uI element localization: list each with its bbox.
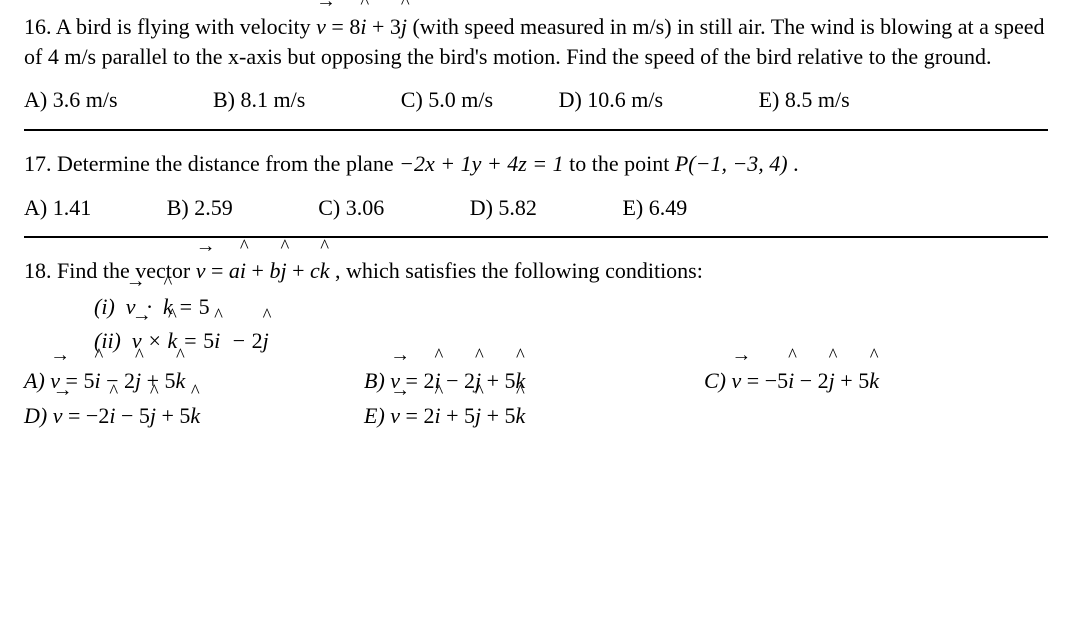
q16-choice-c: C) 5.0 m/s	[401, 85, 493, 115]
question-18: 18. Find the vector →v = a^i + b^j + c^k…	[24, 256, 1048, 430]
q16-choices: A) 3.6 m/s B) 8.1 m/s C) 5.0 m/s D) 10.6…	[24, 85, 1048, 115]
separator-1	[24, 129, 1048, 131]
q18-text-suffix: , which satisfies the following conditio…	[335, 258, 703, 283]
q16-number: 16.	[24, 14, 52, 39]
question-17: 17. Determine the distance from the plan…	[24, 149, 1048, 222]
q17-prompt: 17. Determine the distance from the plan…	[24, 149, 1048, 179]
q16-text-prefix: A bird is flying with velocity	[56, 14, 316, 39]
q16-prompt: 16. A bird is flying with velocity →v = …	[24, 12, 1048, 71]
q17-plane-eq: −2x + 1y + 4z = 1	[399, 151, 569, 176]
q17-point: P(−1, −3, 4)	[675, 151, 788, 176]
q18-number: 18.	[24, 258, 52, 283]
question-16: 16. A bird is flying with velocity →v = …	[24, 12, 1048, 115]
q16-choice-d: D) 10.6 m/s	[559, 85, 664, 115]
q18-conditions: (i) →v · ^k = 5 (ii) →v × ^k = 5^i − 2^j	[94, 292, 1048, 355]
q16-vec-equation: = 8^i + 3^j	[331, 14, 412, 39]
q17-number: 17.	[24, 151, 52, 176]
q18-choice-c: C) →v = −5^i − 2^j + 5^k	[704, 366, 1044, 396]
q17-choices: A) 1.41 B) 2.59 C) 3.06 D) 5.82 E) 6.49	[24, 193, 1048, 223]
q17-text-suffix: .	[793, 151, 799, 176]
q18-cond-i: (i) →v · ^k = 5	[94, 292, 1048, 322]
q18-choice-d: D) →v = −2^i − 5^j + 5^k	[24, 401, 364, 431]
q16-choice-a: A) 3.6 m/s	[24, 85, 118, 115]
q18-choice-b: B) →v = 2^i − 2^j + 5^k	[364, 366, 704, 396]
page: 16. A bird is flying with velocity →v = …	[0, 0, 1072, 461]
q18-choice-e: E) →v = 2^i + 5^j + 5^k	[364, 401, 704, 431]
q17-choice-b: B) 2.59	[167, 193, 233, 223]
vector-v-symbol-2: →v	[196, 256, 206, 286]
q17-choice-a: A) 1.41	[24, 193, 91, 223]
separator-2	[24, 236, 1048, 238]
q16-choice-e: E) 8.5 m/s	[759, 85, 850, 115]
q18-choices: A) →v = 5^i − 2^j + 5^k B) →v = 2^i − 2^…	[24, 366, 1048, 431]
q18-cond-ii: (ii) →v × ^k = 5^i − 2^j	[94, 326, 1048, 356]
q17-text-mid: to the point	[569, 151, 675, 176]
q18-vec-definition: = a^i + b^j + c^k	[211, 258, 335, 283]
q17-text-prefix: Determine the distance from the plane	[57, 151, 399, 176]
q17-choice-c: C) 3.06	[318, 193, 384, 223]
q16-choice-b: B) 8.1 m/s	[213, 85, 305, 115]
q17-choice-d: D) 5.82	[470, 193, 537, 223]
q18-prompt: 18. Find the vector →v = a^i + b^j + c^k…	[24, 256, 1048, 286]
q17-choice-e: E) 6.49	[622, 193, 687, 223]
vector-v-symbol: →v	[316, 12, 326, 42]
